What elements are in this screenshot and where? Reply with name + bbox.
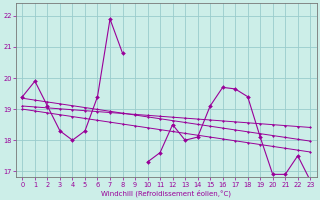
X-axis label: Windchill (Refroidissement éolien,°C): Windchill (Refroidissement éolien,°C) bbox=[101, 189, 231, 197]
